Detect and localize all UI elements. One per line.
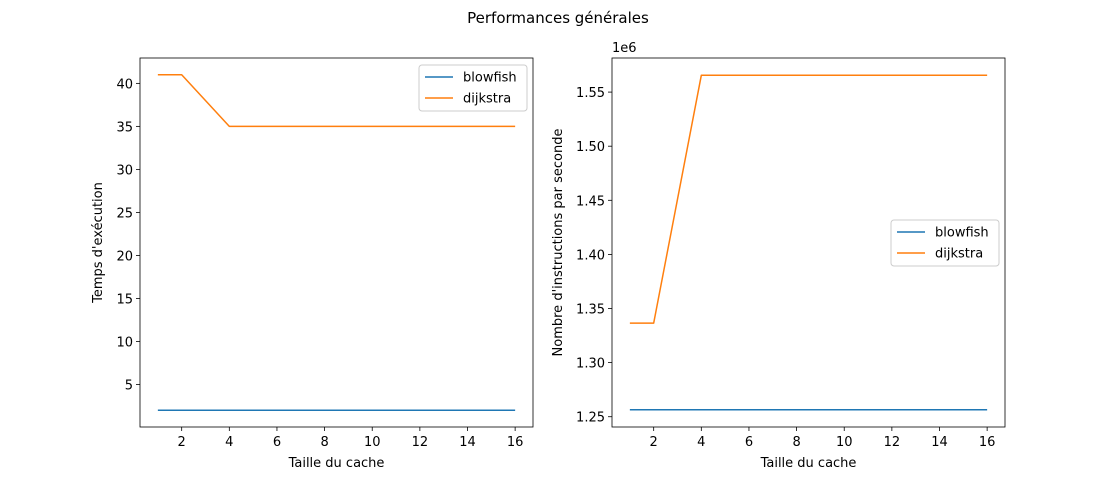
x-tick-label: 6 bbox=[273, 435, 281, 450]
axes-frame bbox=[139, 57, 534, 428]
y-tick-label: 25 bbox=[116, 206, 133, 221]
y-tick-label: 1.30 bbox=[576, 357, 605, 372]
chart-left-execution-time: 2 4 6 8 10 12 14 16 5 10 15 20 25 30 35 40 Taille du cac… bbox=[91, 57, 534, 471]
y-tick-label: 15 bbox=[116, 292, 133, 307]
figure-title: Performances générales bbox=[467, 9, 649, 27]
x-tick-label: 4 bbox=[697, 435, 705, 450]
x-tick-label: 16 bbox=[507, 435, 524, 450]
x-axis-label: Taille du cache bbox=[288, 456, 385, 471]
legend-label-blowfish: blowfish bbox=[463, 71, 517, 86]
x-tick-label: 8 bbox=[320, 435, 328, 450]
y-axis-label: Temps d'exécution bbox=[91, 182, 106, 304]
y-tick-label: 35 bbox=[116, 120, 133, 135]
y-axis-label: Nombre d'instructions par seconde bbox=[551, 129, 566, 357]
y-tick-label: 1.50 bbox=[576, 140, 605, 155]
x-tick-label: 12 bbox=[884, 435, 901, 450]
axes-frame bbox=[611, 57, 1006, 428]
y-tick-label: 10 bbox=[116, 335, 133, 350]
x-tick-label: 6 bbox=[745, 435, 753, 450]
legend-label-dijkstra: dijkstra bbox=[935, 247, 983, 262]
y-tick-label: 40 bbox=[116, 77, 133, 92]
x-tick-label: 4 bbox=[225, 435, 233, 450]
y-tick-label: 1.55 bbox=[576, 86, 605, 101]
legend: blowfish dijkstra bbox=[418, 64, 528, 112]
chart-right-instructions-per-second: 2 4 6 8 10 12 14 16 1.25 1.30 1.35 1.40 1.45 1.50 1.55… bbox=[551, 41, 1006, 471]
legend-label-dijkstra: dijkstra bbox=[463, 92, 511, 107]
legend-label-blowfish: blowfish bbox=[935, 226, 989, 241]
x-tick-label: 2 bbox=[650, 435, 658, 450]
y-tick-label: 1.25 bbox=[576, 411, 605, 426]
x-tick-label: 2 bbox=[178, 435, 186, 450]
legend: blowfish dijkstra bbox=[890, 219, 1000, 267]
x-tick-label: 14 bbox=[931, 435, 948, 450]
y-tick-label: 20 bbox=[116, 249, 133, 264]
x-axis-label: Taille du cache bbox=[760, 456, 857, 471]
x-tick-label: 12 bbox=[412, 435, 429, 450]
y-tick-label: 1.40 bbox=[576, 248, 605, 263]
series-line-dijkstra bbox=[629, 74, 988, 324]
x-tick-label: 14 bbox=[459, 435, 476, 450]
y-tick-label: 1.45 bbox=[576, 194, 605, 209]
x-tick-label: 10 bbox=[836, 435, 853, 450]
x-tick-label: 10 bbox=[364, 435, 381, 450]
y-tick-label: 5 bbox=[125, 378, 133, 393]
y-scale-offset-label: 1e6 bbox=[612, 41, 637, 56]
x-tick-label: 16 bbox=[979, 435, 996, 450]
x-tick-label: 8 bbox=[792, 435, 800, 450]
y-tick-label: 1.35 bbox=[576, 303, 605, 318]
series-line-dijkstra bbox=[157, 74, 516, 128]
y-tick-label: 30 bbox=[116, 163, 133, 178]
